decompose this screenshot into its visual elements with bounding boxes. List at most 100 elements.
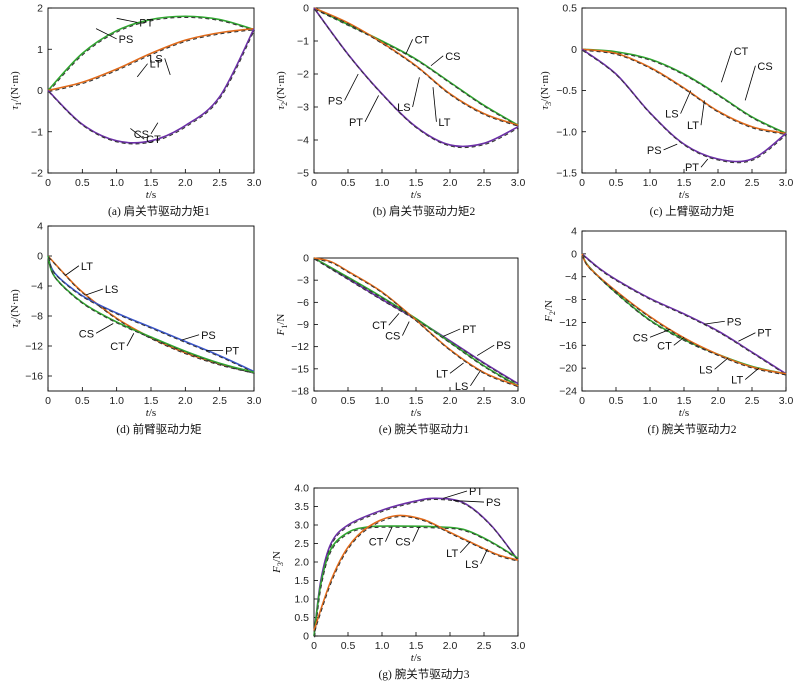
y-tick-label: −3 bbox=[297, 102, 309, 114]
x-tick-label: 0.5 bbox=[75, 177, 90, 189]
x-axis-var: t bbox=[679, 407, 683, 419]
series-line-blue bbox=[47, 255, 255, 373]
annotation-leader bbox=[95, 323, 114, 334]
x-tick-label: 1.0 bbox=[375, 640, 390, 652]
y-axis-var: F bbox=[271, 566, 283, 574]
x-axis-label: t/s bbox=[411, 189, 421, 201]
annotation-leader bbox=[136, 63, 148, 78]
series-line-dashed bbox=[48, 257, 255, 374]
x-tick-label: 1.5 bbox=[409, 395, 424, 407]
y-tick-label: −1.5 bbox=[556, 168, 577, 180]
annotation-label: CS bbox=[79, 328, 94, 340]
x-tick-label: 3.0 bbox=[511, 640, 526, 652]
series-line-purple bbox=[581, 253, 787, 375]
y-tick-label: −1 bbox=[297, 36, 309, 48]
y-axis-var: τ bbox=[9, 105, 21, 110]
y-tick-label: 0 bbox=[303, 253, 309, 265]
annotation-label: CT bbox=[734, 46, 749, 58]
x-axis-label: t/s bbox=[679, 407, 689, 419]
subplot-caption: (e) 腕关节驱动力1 bbox=[379, 422, 470, 436]
y-tick-label: −16 bbox=[559, 340, 577, 352]
series-line-dashed bbox=[48, 29, 256, 145]
series-line-dashed bbox=[582, 254, 787, 376]
y-tick-label: −6 bbox=[297, 297, 309, 309]
annotation-label: LT bbox=[436, 368, 448, 380]
series-line-orange bbox=[313, 7, 519, 126]
annotation-leader bbox=[744, 65, 756, 101]
annotation-leader bbox=[714, 357, 729, 370]
annotation-leader bbox=[470, 370, 481, 387]
y-axis-unit: /N bbox=[543, 300, 555, 311]
series-line-dashed bbox=[48, 16, 255, 93]
y-tick-label: −5 bbox=[297, 168, 309, 180]
annotation-label: CT bbox=[146, 134, 161, 146]
x-axis-unit: /s bbox=[414, 407, 421, 419]
x-tick-label: 2.5 bbox=[745, 177, 760, 189]
y-tick-label: −4 bbox=[31, 281, 43, 293]
x-tick-label: 1.5 bbox=[144, 395, 159, 407]
y-axis-label: τ2/(N·m) bbox=[275, 71, 289, 110]
x-axis-var: t bbox=[411, 652, 415, 664]
y-axis-subscript: 2 bbox=[280, 102, 289, 106]
series-line-orange bbox=[313, 257, 519, 387]
annotation-label: CS bbox=[757, 61, 772, 73]
annotation-leader bbox=[402, 321, 410, 336]
annotation-leader bbox=[405, 39, 413, 55]
series-line-dashed bbox=[48, 256, 255, 374]
annotation-label: CT bbox=[415, 34, 430, 46]
y-tick-label: −1 bbox=[31, 126, 43, 138]
x-tick-label: 0.5 bbox=[75, 395, 90, 407]
annotation-label: PS bbox=[328, 95, 343, 107]
annotation-leader bbox=[430, 55, 444, 67]
y-tick-label: −0.5 bbox=[556, 85, 577, 97]
x-tick-label: 2.0 bbox=[711, 395, 726, 407]
y-tick-label: 3.5 bbox=[294, 501, 309, 513]
y-axis-unit: /(N·m) bbox=[275, 71, 287, 102]
series-line-orange bbox=[47, 27, 255, 92]
x-axis-unit: /s bbox=[149, 189, 156, 201]
annotation-label: CS bbox=[134, 129, 149, 141]
series-line-dashed bbox=[314, 8, 519, 127]
y-tick-label: 1 bbox=[37, 44, 43, 56]
x-axis-label: t/s bbox=[146, 407, 156, 419]
series-line-dashed bbox=[582, 49, 787, 136]
x-axis-var: t bbox=[411, 189, 415, 201]
y-axis-subscript: 3 bbox=[544, 102, 553, 106]
x-tick-label: 0 bbox=[311, 640, 317, 652]
annotation-label: PS bbox=[486, 497, 501, 509]
annotation-leader bbox=[700, 100, 705, 126]
plot-frame bbox=[47, 225, 255, 392]
annotation-label: CT bbox=[369, 537, 384, 549]
annotation-label: PT bbox=[225, 346, 239, 358]
annotation-label: CT bbox=[372, 320, 387, 332]
annotation-label: CT bbox=[657, 340, 672, 352]
series-line-dashed bbox=[48, 257, 255, 374]
x-tick-label: 1.0 bbox=[375, 177, 390, 189]
annotation-label: PT bbox=[685, 162, 699, 174]
annotation-leader bbox=[449, 362, 464, 374]
subplot-c: 0 0.5 1.0 1.5 2.0 2.5 3.0 −1.5 −1.0 −0.5 0 0.5 t/s τ3… bbox=[539, 3, 793, 219]
x-tick-label: 2.5 bbox=[477, 640, 492, 652]
annotation-label: PT bbox=[349, 117, 363, 129]
x-tick-label: 2.5 bbox=[212, 395, 227, 407]
x-tick-label: 3.0 bbox=[779, 395, 794, 407]
y-axis-unit: /(N·m) bbox=[9, 289, 21, 320]
y-tick-label: 3.0 bbox=[294, 520, 309, 532]
series-line-orange bbox=[47, 255, 255, 374]
series-line-dashed bbox=[582, 50, 787, 164]
y-tick-label: −9 bbox=[297, 319, 309, 331]
annotation-leader bbox=[480, 548, 488, 565]
y-tick-label: 2.0 bbox=[294, 557, 309, 569]
annotation-leader bbox=[700, 158, 709, 168]
y-axis-unit: /N bbox=[275, 314, 287, 325]
x-tick-label: 1.5 bbox=[677, 395, 692, 407]
annotation-leader bbox=[95, 28, 117, 40]
annotation-leader bbox=[432, 87, 437, 122]
x-tick-label: 0.5 bbox=[609, 395, 624, 407]
y-tick-label: 0 bbox=[571, 248, 577, 260]
y-tick-label: 1.5 bbox=[294, 575, 309, 587]
x-axis-var: t bbox=[411, 407, 415, 419]
y-tick-label: 0.5 bbox=[294, 612, 309, 624]
annotation-label: LT bbox=[150, 59, 162, 71]
